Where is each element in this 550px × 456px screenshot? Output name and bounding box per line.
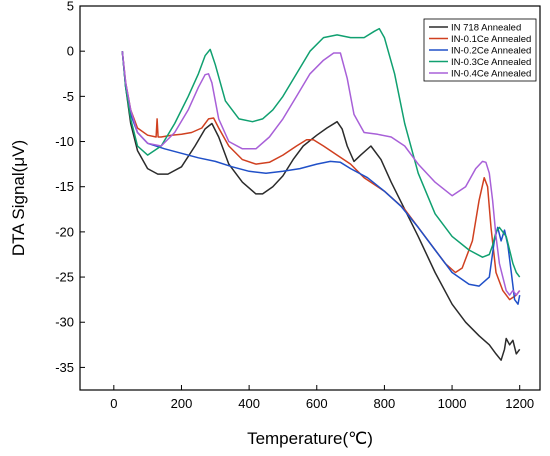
axis-ticks: 0 200 400 600 800 1000 1200 5 0 -5 -10 -15 -20 -25 -30… bbox=[55, 0, 534, 411]
series-lines bbox=[121, 27, 521, 361]
series-line-3 bbox=[121, 51, 521, 305]
series-line-1 bbox=[121, 51, 521, 361]
y-tick-label: -25 bbox=[55, 270, 74, 285]
y-axis-label: DTA Signal(μV) bbox=[9, 140, 28, 256]
y-tick-label: -30 bbox=[55, 315, 74, 330]
legend-label: IN-0.3Ce Annealed bbox=[451, 57, 531, 68]
legend-label: IN 718 Annealed bbox=[451, 23, 521, 34]
legend-label: IN-0.2Ce Annealed bbox=[451, 46, 531, 57]
x-tick-label: 400 bbox=[238, 396, 260, 411]
y-tick-label: 0 bbox=[67, 44, 74, 59]
x-axis-label: Temperature(℃) bbox=[247, 429, 373, 448]
y-tick-label: 5 bbox=[67, 0, 74, 14]
legend-label: IN-0.1Ce Annealed bbox=[451, 34, 531, 45]
legend-label: IN-0.4Ce Annealed bbox=[451, 69, 531, 80]
x-tick-label: 1000 bbox=[438, 396, 467, 411]
x-tick-label: 800 bbox=[374, 396, 396, 411]
plot-frame bbox=[79, 5, 541, 391]
y-tick-label: -5 bbox=[62, 89, 74, 104]
y-tick-label: -15 bbox=[55, 179, 74, 194]
y-tick-label: -20 bbox=[55, 224, 74, 239]
x-tick-label: 600 bbox=[306, 396, 328, 411]
x-tick-label: 200 bbox=[171, 396, 193, 411]
series-line-5 bbox=[121, 51, 521, 296]
x-tick-label: 1200 bbox=[505, 396, 534, 411]
y-tick-label: -10 bbox=[55, 134, 74, 149]
series-line-2 bbox=[121, 51, 521, 301]
y-tick-label: -35 bbox=[55, 360, 74, 375]
legend-box bbox=[423, 18, 537, 82]
x-tick-label: 0 bbox=[110, 396, 117, 411]
